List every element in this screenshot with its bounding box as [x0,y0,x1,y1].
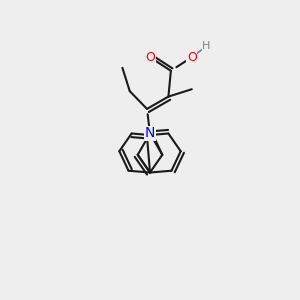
Text: H: H [202,41,211,51]
Text: O: O [145,51,155,64]
Text: N: N [145,127,155,140]
Text: O: O [187,51,197,64]
